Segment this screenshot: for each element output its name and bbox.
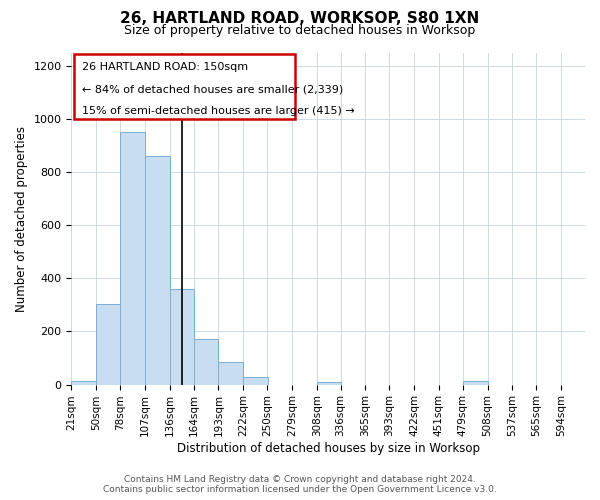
Bar: [463, 381, 488, 384]
Text: 15% of semi-detached houses are larger (415) →: 15% of semi-detached houses are larger (…: [82, 106, 355, 116]
Text: Size of property relative to detached houses in Worksop: Size of property relative to detached ho…: [124, 24, 476, 37]
X-axis label: Distribution of detached houses by size in Worksop: Distribution of detached houses by size …: [177, 442, 480, 455]
Text: 26, HARTLAND ROAD, WORKSOP, S80 1XN: 26, HARTLAND ROAD, WORKSOP, S80 1XN: [121, 11, 479, 26]
Bar: [194, 340, 218, 384]
Bar: [145, 156, 170, 384]
Bar: [71, 381, 96, 384]
Text: 26 HARTLAND ROAD: 150sqm: 26 HARTLAND ROAD: 150sqm: [82, 62, 248, 72]
FancyBboxPatch shape: [74, 54, 295, 119]
Bar: [96, 304, 121, 384]
Bar: [317, 382, 341, 384]
Bar: [120, 132, 145, 384]
Text: Contains HM Land Registry data © Crown copyright and database right 2024.
Contai: Contains HM Land Registry data © Crown c…: [103, 474, 497, 494]
Bar: [170, 289, 194, 384]
Text: ← 84% of detached houses are smaller (2,339): ← 84% of detached houses are smaller (2,…: [82, 84, 343, 94]
Bar: [218, 362, 243, 384]
Y-axis label: Number of detached properties: Number of detached properties: [15, 126, 28, 312]
Bar: [243, 377, 268, 384]
